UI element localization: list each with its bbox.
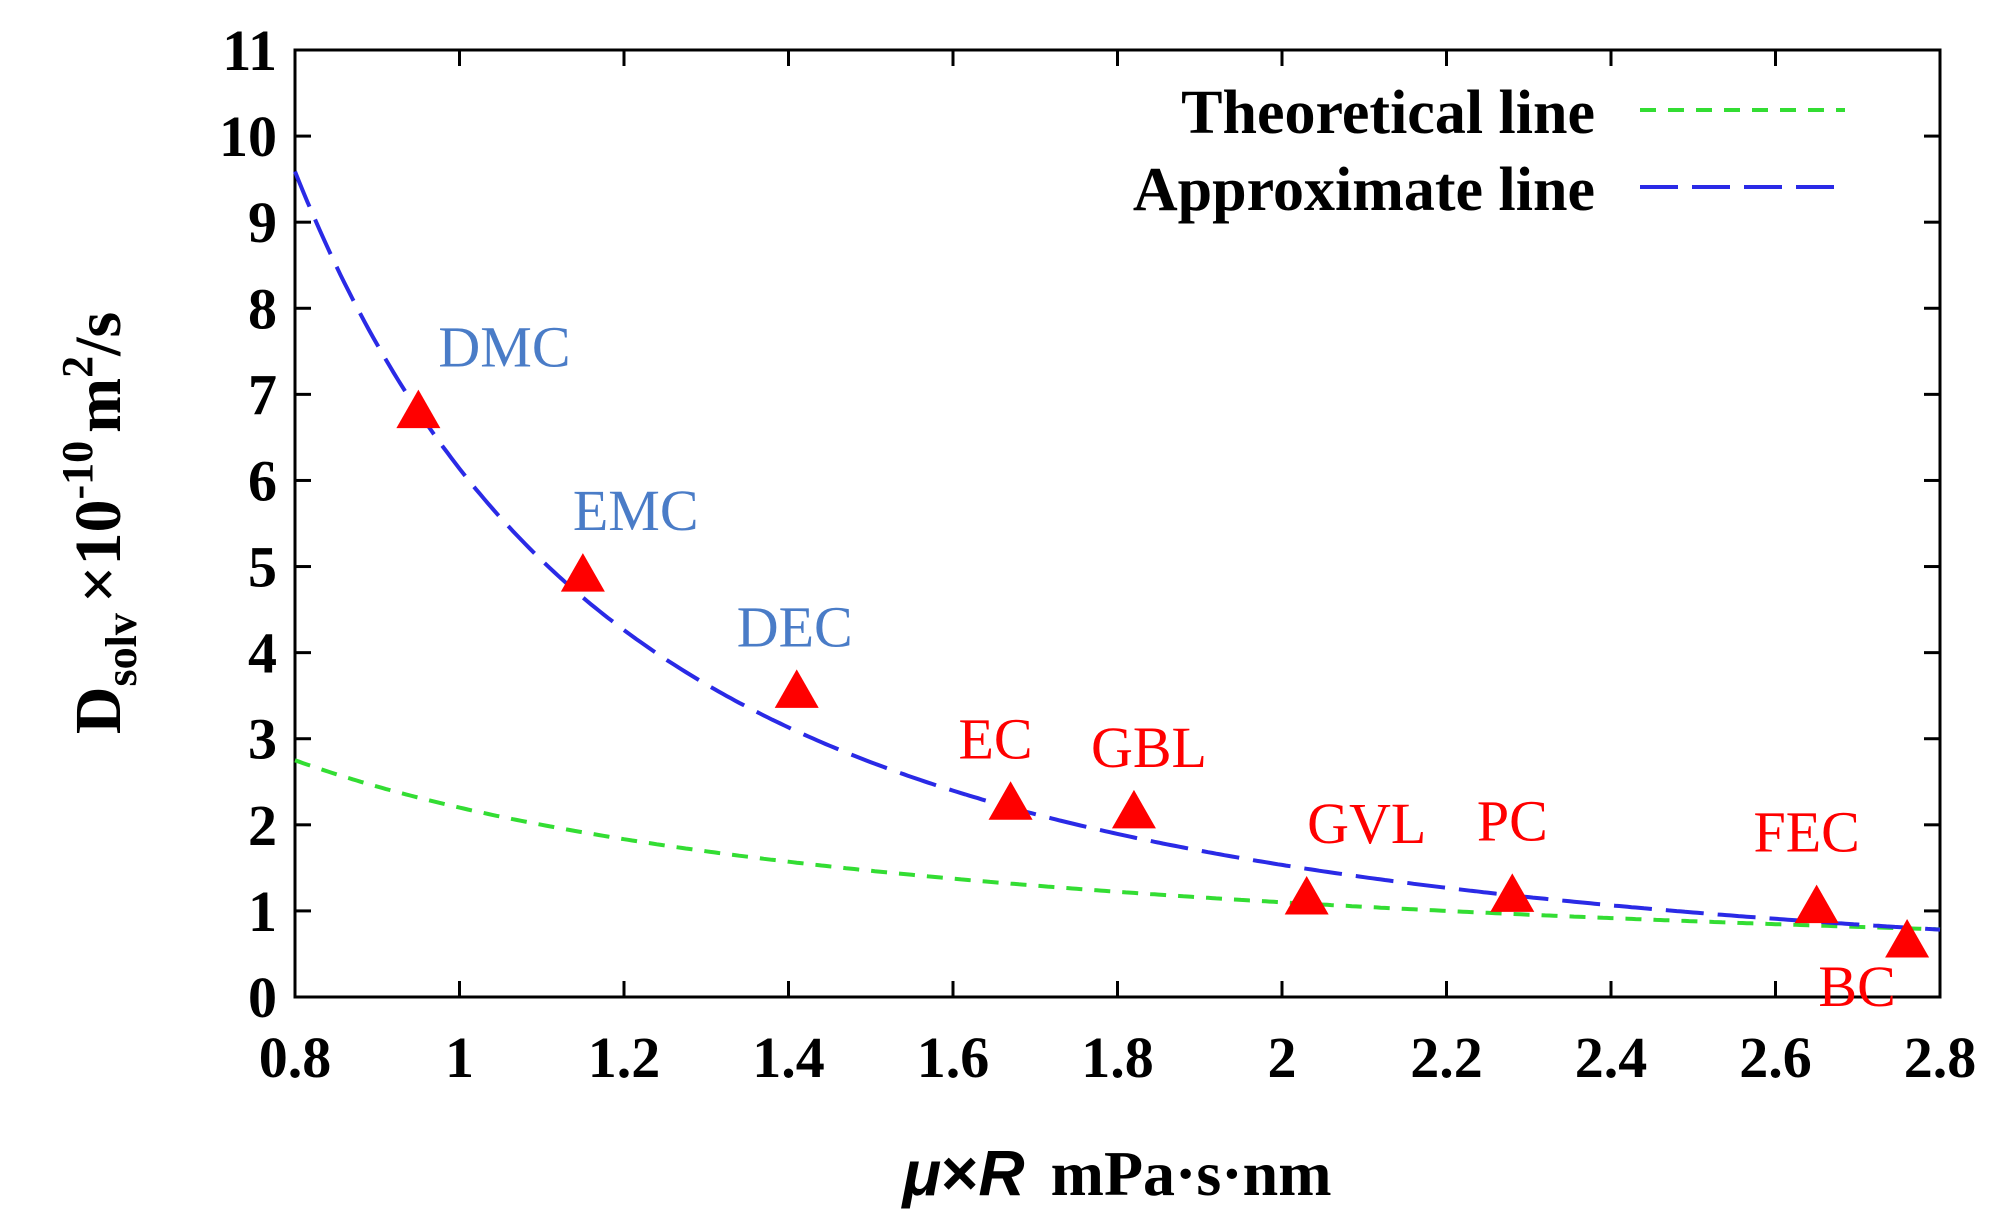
- legend-label-theoretical: Theoretical line: [1181, 79, 1595, 147]
- data-point-label: EC: [959, 706, 1033, 771]
- x-tick-label: 2.2: [1410, 1025, 1483, 1090]
- x-label-times: ×: [941, 1137, 978, 1209]
- y-tick-label: 1: [248, 879, 277, 944]
- y-tick-label: 6: [248, 448, 277, 513]
- x-tick-label: 1.8: [1081, 1025, 1154, 1090]
- legend: Theoretical line Approximate line: [1133, 79, 1845, 224]
- y-tick-label: 9: [248, 190, 277, 255]
- x-tick-label: 2.4: [1575, 1025, 1648, 1090]
- x-tick-label: 2.8: [1904, 1025, 1977, 1090]
- y-tick-label: 10: [219, 104, 277, 169]
- y-tick-label: 2: [248, 793, 277, 858]
- data-point-marker: [396, 389, 441, 429]
- data-point-label: GVL: [1307, 791, 1426, 856]
- data-point-label: BC: [1818, 954, 1895, 1019]
- approximate-line: [293, 170, 1941, 932]
- plot-area: [293, 48, 1942, 999]
- data-point-marker: [1490, 873, 1535, 912]
- y-label-base: D: [62, 686, 135, 734]
- y-tick-label: 7: [248, 362, 277, 427]
- x-axis-label: μ×R mPa·s·nm: [900, 1137, 1331, 1209]
- data-point-label: PC: [1477, 788, 1548, 853]
- y-axis-label: Dsolv ×10-10 m2/s: [53, 312, 146, 734]
- data-point-label: EMC: [573, 478, 699, 543]
- data-point-marker: [1794, 884, 1839, 924]
- x-tick-label: 1.6: [917, 1025, 990, 1090]
- x-tick-label: 0.8: [259, 1025, 332, 1090]
- y-label-sub: solv: [97, 613, 146, 686]
- data-point-marker: [1111, 789, 1156, 829]
- y-label-unit-exp: 2: [53, 356, 102, 378]
- data-point-marker: [774, 669, 819, 708]
- axis-ticks: 0.8 1 1.2 1.4 1.6 1.8 2 2.2 2.4 2.6 2.8 0 1 2 3 4 5 6 7 8 9 1…: [219, 18, 1976, 1090]
- y-tick-label: 5: [248, 535, 277, 600]
- data-point-marker: [1284, 875, 1329, 915]
- curves: [293, 170, 1941, 932]
- data-point-label: DMC: [438, 315, 570, 380]
- x-tick-label: 1.2: [588, 1025, 661, 1090]
- x-tick-label: 2.6: [1739, 1025, 1812, 1090]
- x-tick-label: 1: [445, 1025, 474, 1090]
- y-tick-label: 3: [248, 707, 277, 772]
- y-label-exp: -10: [53, 441, 102, 500]
- y-tick-label: 11: [222, 18, 277, 83]
- x-tick-label: 2: [1268, 1025, 1297, 1090]
- data-point-label: FEC: [1753, 800, 1859, 865]
- y-tick-label: 4: [248, 621, 277, 686]
- x-label-r: R: [978, 1137, 1024, 1209]
- data-point-marker: [988, 781, 1033, 820]
- x-label-unit: mPa·s·nm: [1051, 1138, 1332, 1209]
- y-tick-label: 8: [248, 276, 277, 341]
- data-point-marker: [560, 553, 605, 592]
- y-tick-label: 0: [248, 965, 277, 1030]
- y-label-unit-s: /s: [62, 312, 135, 357]
- data-point-label: GBL: [1091, 715, 1207, 780]
- data-point-marker: [1885, 919, 1930, 958]
- data-point-label: DEC: [737, 594, 853, 659]
- data-points: DMC EMC DEC EC GBL GVL PC FEC BC: [396, 315, 1930, 1019]
- y-label-unit-m: m: [62, 378, 135, 433]
- x-label-mu: μ: [900, 1137, 941, 1209]
- legend-label-approximate: Approximate line: [1133, 156, 1595, 224]
- theoretical-line: [294, 758, 1941, 932]
- x-tick-label: 1.4: [752, 1025, 825, 1090]
- y-label-mult: ×10: [62, 500, 135, 604]
